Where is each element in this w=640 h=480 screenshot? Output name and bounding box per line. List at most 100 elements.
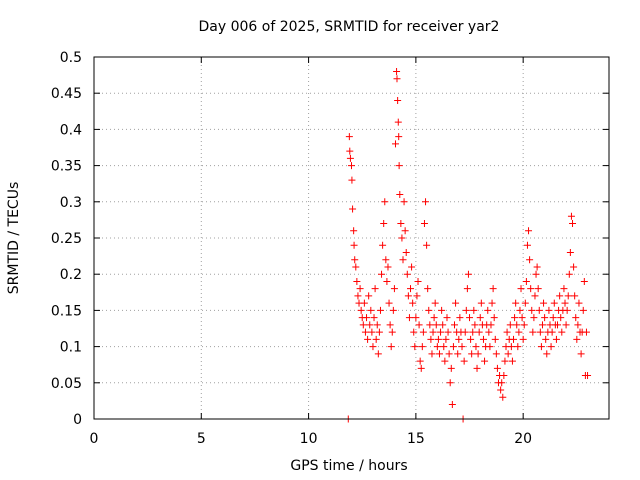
y-axis-label: SRMTID / TECUs <box>6 182 22 295</box>
data-point <box>571 292 579 300</box>
data-point <box>469 328 477 336</box>
x-tick-label: 20 <box>514 431 532 447</box>
data-point <box>567 212 575 220</box>
data-point <box>350 227 358 235</box>
data-point <box>463 285 471 293</box>
data-point <box>404 292 412 300</box>
data-point <box>444 328 452 336</box>
data-point <box>489 285 497 293</box>
data-point <box>348 176 356 184</box>
data-point <box>479 335 487 343</box>
y-tick-label: 0.15 <box>51 303 82 319</box>
data-point <box>486 343 494 351</box>
data-point <box>360 299 368 307</box>
data-point <box>516 306 524 314</box>
data-point <box>371 285 379 293</box>
data-point <box>474 350 482 358</box>
data-point <box>442 335 450 343</box>
data-point <box>375 328 383 336</box>
data-point <box>523 241 531 249</box>
y-tick-label: 0 <box>73 412 82 428</box>
data-point <box>510 335 518 343</box>
data-point <box>416 357 424 365</box>
data-point <box>410 328 418 336</box>
data-point <box>382 256 390 264</box>
data-point <box>565 270 573 278</box>
data-point <box>466 314 474 322</box>
data-point <box>531 292 539 300</box>
data-point <box>475 328 483 336</box>
data-point <box>446 379 454 387</box>
data-point <box>507 343 515 351</box>
data-point <box>501 357 509 365</box>
x-tick-label: 10 <box>300 431 318 447</box>
data-point <box>491 335 499 343</box>
data-point <box>381 198 389 206</box>
data-point <box>471 321 479 329</box>
data-point <box>543 350 551 358</box>
plot-frame <box>93 56 610 420</box>
data-point <box>580 277 588 285</box>
data-point <box>400 198 408 206</box>
y-tick-label: 0.05 <box>51 376 82 392</box>
data-point <box>552 335 560 343</box>
data-point <box>429 328 437 336</box>
data-point <box>441 357 449 365</box>
data-point <box>346 154 354 162</box>
data-point <box>572 314 580 322</box>
data-point <box>566 248 574 256</box>
data-point <box>561 299 569 307</box>
data-point <box>401 227 409 235</box>
data-point <box>468 350 476 358</box>
data-point <box>386 321 394 329</box>
data-point <box>506 321 514 329</box>
data-point <box>514 343 522 351</box>
y-tick-label: 0.1 <box>60 340 82 356</box>
data-point <box>431 299 439 307</box>
data-point <box>424 285 432 293</box>
data-point <box>526 256 534 264</box>
data-point <box>415 321 423 329</box>
data-point <box>363 314 371 322</box>
data-point <box>532 270 540 278</box>
data-point <box>584 372 592 380</box>
data-point <box>440 343 448 351</box>
data-point <box>535 306 543 314</box>
data-point <box>365 292 373 300</box>
data-point <box>562 321 570 329</box>
data-point <box>391 140 399 148</box>
data-point <box>451 321 458 329</box>
data-point <box>443 314 451 322</box>
data-point <box>413 292 421 300</box>
data-point <box>533 263 541 271</box>
data-point <box>417 364 425 372</box>
data-point <box>378 270 386 278</box>
data-point <box>473 364 481 372</box>
data-point <box>357 306 365 314</box>
data-point <box>560 285 568 293</box>
y-tick-label: 0.3 <box>60 195 82 211</box>
data-point <box>460 357 468 365</box>
y-tick-label: 0.4 <box>60 122 82 138</box>
data-point <box>435 350 443 358</box>
data-point <box>422 198 430 206</box>
data-point <box>464 270 472 278</box>
data-point <box>577 350 585 358</box>
data-point <box>530 314 538 322</box>
data-point <box>449 343 457 351</box>
data-point <box>426 321 434 329</box>
data-point <box>438 306 446 314</box>
data-point <box>346 147 354 155</box>
data-point <box>550 299 558 307</box>
data-point <box>349 205 357 213</box>
data-point <box>395 133 403 141</box>
data-point <box>500 372 508 380</box>
data-point <box>564 292 572 300</box>
data-point <box>499 393 507 401</box>
data-point <box>487 321 495 329</box>
chart-title: Day 006 of 2025, SRMTID for receiver yar… <box>199 19 500 35</box>
data-point <box>419 328 427 336</box>
x-axis-label: GPS time / hours <box>290 458 407 474</box>
data-point <box>518 314 526 322</box>
data-point <box>395 162 403 170</box>
